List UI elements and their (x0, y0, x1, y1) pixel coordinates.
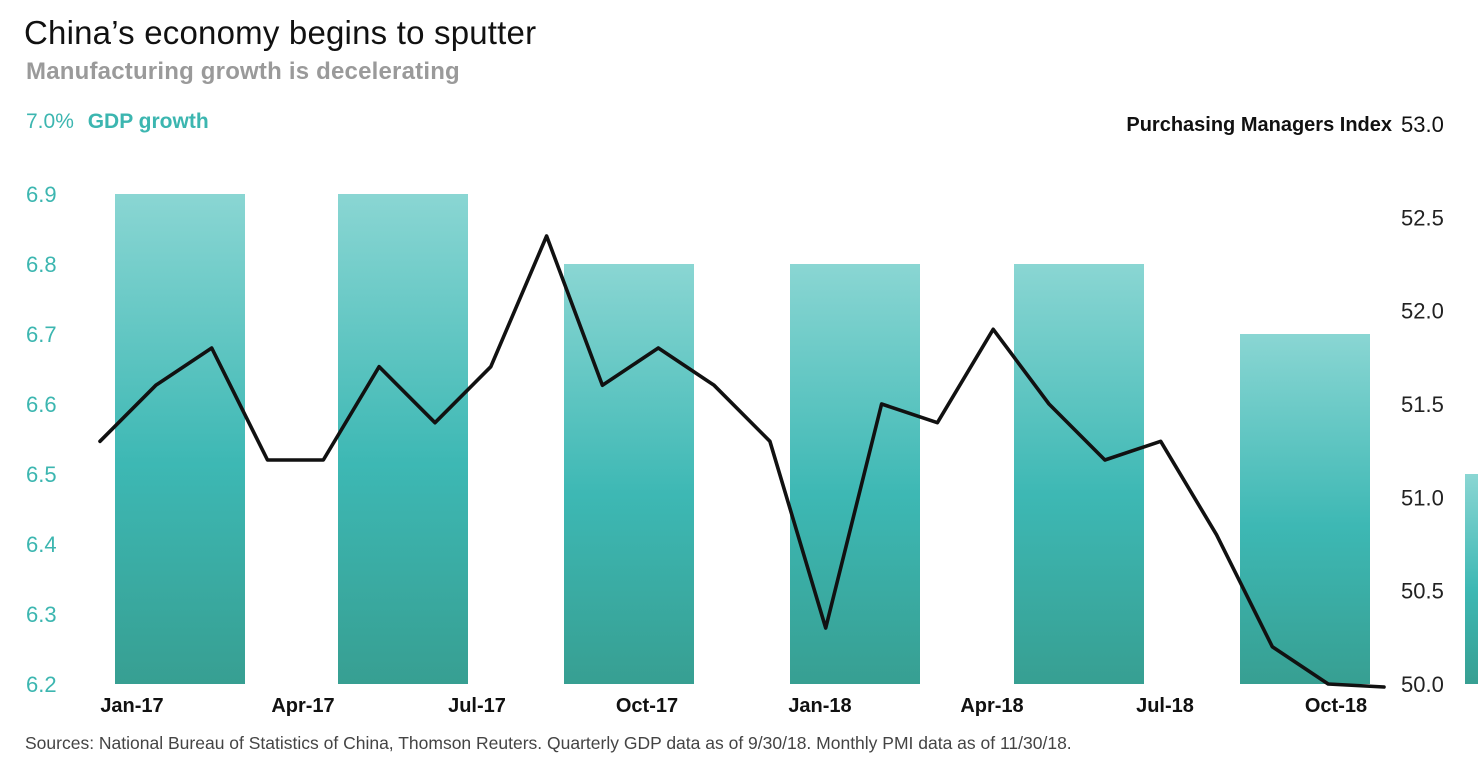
left-tick-label: 6.5 (26, 462, 57, 487)
right-tick-label: 52.0 (1401, 299, 1444, 324)
right-axis-top-tick: 53.0 (1401, 112, 1444, 137)
gdp-bar-Q4-17 (790, 264, 920, 684)
left-tick-label: 6.3 (26, 602, 57, 627)
gdp-bar-Q3-17 (564, 264, 694, 684)
chart-subtitle: Manufacturing growth is decelerating (26, 58, 460, 85)
gdp-bar-Q3-18 (1465, 474, 1478, 684)
left-axis-header: 7.0% GDP growth (26, 110, 209, 134)
right-tick-label: 50.0 (1401, 672, 1444, 697)
right-tick-label: 51.0 (1401, 485, 1444, 510)
x-tick-label: Apr-17 (271, 695, 334, 717)
left-tick-label: 6.6 (26, 392, 57, 417)
right-axis-ticks: 50.0 50.5 51.0 51.5 52.0 52.5 (1401, 205, 1444, 697)
right-tick-label: 52.5 (1401, 205, 1444, 230)
x-tick-label: Jul-18 (1136, 695, 1194, 717)
x-tick-label: Jul-17 (448, 695, 506, 717)
left-axis-top-tick: 7.0% (26, 110, 74, 133)
left-tick-label: 6.8 (26, 252, 57, 277)
left-tick-label: 6.9 (26, 182, 57, 207)
left-axis-ticks: 6.2 6.3 6.4 6.5 6.6 6.7 6.8 6.9 (26, 182, 57, 697)
pmi-line (98, 234, 1386, 689)
right-tick-label: 51.5 (1401, 392, 1444, 417)
chart-title: China’s economy begins to sputter (24, 14, 537, 51)
x-tick-label: Jan-17 (100, 695, 163, 717)
x-tick-label: Jan-18 (788, 695, 851, 717)
gdp-bar-Q1-18 (1014, 264, 1144, 684)
source-note: Sources: National Bureau of Statistics o… (25, 733, 1072, 753)
right-axis-title: Purchasing Managers Index (1126, 114, 1392, 136)
left-tick-label: 6.2 (26, 672, 57, 697)
pmi-line-group (98, 234, 1386, 689)
gdp-bars (115, 194, 1478, 684)
left-tick-label: 6.7 (26, 322, 57, 347)
left-axis-title: GDP growth (87, 110, 209, 133)
gdp-bar-Q2-17 (338, 194, 468, 684)
x-tick-label: Oct-18 (1305, 695, 1367, 717)
gdp-bar-Q2-18 (1240, 334, 1370, 684)
x-tick-label: Apr-18 (960, 695, 1023, 717)
x-axis-ticks: Jan-17 Apr-17 Jul-17 Oct-17 Jan-18 Apr-18 Jul-… (100, 695, 1367, 717)
x-tick-label: Oct-17 (616, 695, 678, 717)
left-tick-label: 6.4 (26, 532, 57, 557)
right-tick-label: 50.5 (1401, 579, 1444, 604)
gdp-bar-Q1-17 (115, 194, 245, 684)
